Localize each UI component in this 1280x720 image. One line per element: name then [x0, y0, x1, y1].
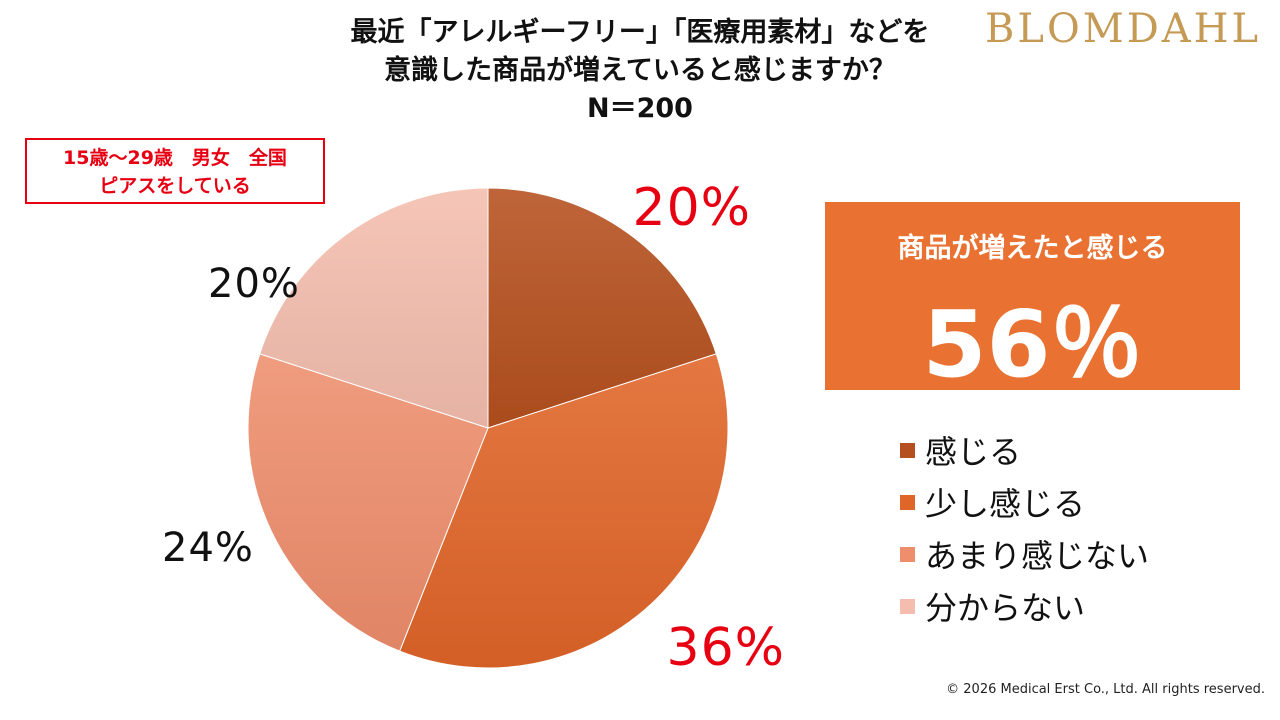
legend-label-1: 感じる — [925, 433, 1022, 471]
legend-label-2: 少し感じる — [925, 485, 1086, 523]
pie-label-1: 20% — [632, 178, 752, 238]
pie-label-2: 36% — [666, 618, 786, 678]
legend-item-4: 分からない — [900, 580, 1260, 632]
pie-slice-3 — [247, 353, 489, 652]
summary-label: 商品が増えたと感じる — [897, 233, 1168, 264]
pie-label-4: 20% — [208, 261, 300, 307]
sample-size: N＝200 — [587, 93, 693, 124]
legend-label-3: あまり感じない — [925, 537, 1150, 575]
copyright-notice: © 2026 Medical Erst Co., Ltd. All rights… — [946, 682, 1265, 697]
pie-slice-1 — [487, 187, 717, 429]
title-line-1: 最近「アレルギーフリー」「医療用素材」などを — [350, 17, 930, 48]
pie-slice-4 — [259, 187, 489, 429]
summary-box: 商品が増えたと感じる 56％ — [825, 202, 1240, 398]
legend-label-4: 分からない — [925, 589, 1086, 627]
legend-item-1: 感じる — [900, 424, 1260, 476]
legend-item-2: 少し感じる — [900, 476, 1260, 528]
pie-label-3: 24% — [162, 525, 254, 571]
badge-line-1: 15歳～29歳 男女 全国 — [63, 147, 287, 169]
brand-logo: BLOMDAHL — [985, 6, 1262, 52]
legend-swatch-1 — [900, 442, 915, 458]
legend-swatch-4 — [900, 598, 915, 614]
legend-swatch-3 — [900, 546, 915, 562]
legend-swatch-2 — [900, 494, 915, 510]
chart-title: 最近「アレルギーフリー」「医療用素材」などを 意識した商品が増えていると感じます… — [300, 14, 980, 128]
chart-legend: 感じる少し感じるあまり感じない 分からない — [900, 424, 1260, 632]
pie-slice-2 — [399, 353, 729, 669]
legend-item-3: あまり感じない — [900, 528, 1260, 580]
summary-value: 56％ — [922, 291, 1143, 398]
badge-line-2: ピアスをしている — [99, 175, 251, 197]
respondent-badge: 15歳～29歳 男女 全国 ピアスをしている — [25, 138, 325, 204]
title-line-2: 意識した商品が増えていると感じますか？ — [384, 55, 896, 86]
